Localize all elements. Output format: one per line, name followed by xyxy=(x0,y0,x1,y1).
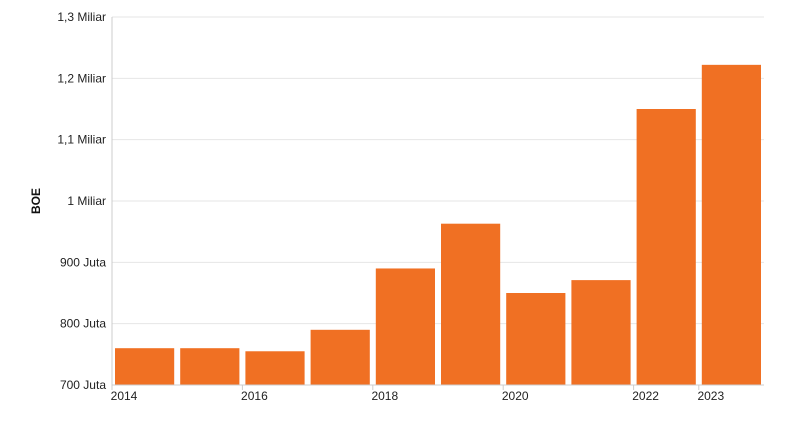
x-tick-label: 2023 xyxy=(697,389,724,403)
y-axis-title: BOE xyxy=(29,188,43,214)
bar-2014 xyxy=(115,348,175,385)
bar-2022 xyxy=(636,109,696,385)
bar-2021 xyxy=(571,280,631,385)
y-tick-label: 1,3 Miliar xyxy=(57,10,106,24)
gridlines xyxy=(112,16,764,386)
bar-2020 xyxy=(506,293,566,385)
bar-2018 xyxy=(375,268,435,385)
y-tick-labels: 700 Juta 800 Juta 900 Juta 1 Miliar 1,1 Mili… xyxy=(57,10,106,392)
x-tick-label: 2018 xyxy=(371,389,398,403)
y-tick-label: 700 Juta xyxy=(60,378,106,392)
bars xyxy=(115,64,761,385)
bar-2019 xyxy=(441,223,501,385)
x-tick-label: 2020 xyxy=(502,389,529,403)
bar-2023 xyxy=(701,64,761,385)
y-tick-label: 1,1 Miliar xyxy=(57,133,106,147)
y-tick-label: 800 Juta xyxy=(60,317,106,331)
y-tick-label: 1,2 Miliar xyxy=(57,71,106,85)
x-tick-label: 2022 xyxy=(632,389,659,403)
y-tick-label: 900 Juta xyxy=(60,255,106,269)
x-tick-label: 2016 xyxy=(241,389,268,403)
x-tick-labels: 2014 2016 2018 2020 2022 2023 xyxy=(111,385,724,403)
y-tick-label: 1 Miliar xyxy=(67,194,106,208)
bar-2017 xyxy=(310,329,370,385)
x-tick-label: 2014 xyxy=(111,389,138,403)
bar-2016 xyxy=(245,351,305,385)
axes xyxy=(111,17,764,386)
bar-2015 xyxy=(180,348,240,385)
